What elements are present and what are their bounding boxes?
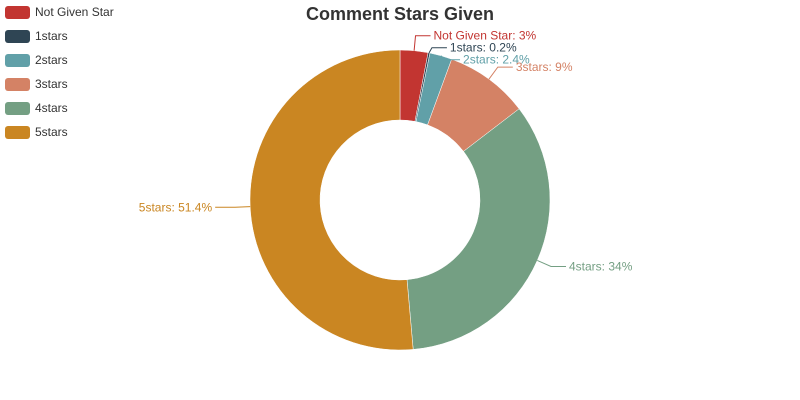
leader-line-1stars: [428, 47, 447, 54]
slice-5stars[interactable]: [249, 49, 414, 351]
leader-line-2stars: [440, 55, 461, 61]
legend-item-5stars[interactable]: 5stars: [5, 125, 68, 139]
leader-line-4stars: [537, 259, 567, 267]
leader-line-not-given-star: [413, 35, 431, 51]
legend-item-1stars[interactable]: 1stars: [5, 29, 68, 43]
legend-label: 5stars: [35, 125, 68, 139]
legend-item-2stars[interactable]: 2stars: [5, 53, 68, 67]
slice-label-1stars: 1stars: 0.2%: [450, 41, 517, 55]
legend-label: 2stars: [35, 53, 68, 67]
slice-4stars[interactable]: [406, 108, 551, 350]
slice-labels: Not Given Star: 3%1stars: 0.2%2stars: 2.…: [139, 29, 633, 274]
legend-swatch: [5, 78, 30, 91]
leader-line-3stars: [488, 66, 513, 80]
slice-label-5stars: 5stars: 51.4%: [139, 200, 213, 214]
legend-swatch: [5, 102, 30, 115]
legend-swatch: [5, 30, 30, 43]
legend-swatch: [5, 54, 30, 67]
legend: Not Given Star 1stars 2stars 3stars 4stars 5s…: [5, 5, 114, 139]
chart-title: Comment Stars Given: [306, 4, 494, 24]
legend-item-not-given-star[interactable]: Not Given Star: [5, 5, 114, 19]
legend-label: 3stars: [35, 77, 68, 91]
legend-swatch: [5, 6, 30, 19]
slice-label-not-given-star: Not Given Star: 3%: [434, 29, 537, 43]
slice-label-3stars: 3stars: 9%: [516, 60, 573, 74]
legend-item-4stars[interactable]: 4stars: [5, 101, 68, 115]
slice-label-4stars: 4stars: 34%: [569, 259, 633, 273]
legend-label: Not Given Star: [35, 5, 114, 19]
leader-line-5stars: [215, 206, 251, 208]
legend-label: 4stars: [35, 101, 68, 115]
legend-swatch: [5, 126, 30, 139]
legend-label: 1stars: [35, 29, 68, 43]
legend-item-3stars[interactable]: 3stars: [5, 77, 68, 91]
slice-label-2stars: 2stars: 2.4%: [463, 53, 530, 67]
slices: [249, 49, 551, 351]
